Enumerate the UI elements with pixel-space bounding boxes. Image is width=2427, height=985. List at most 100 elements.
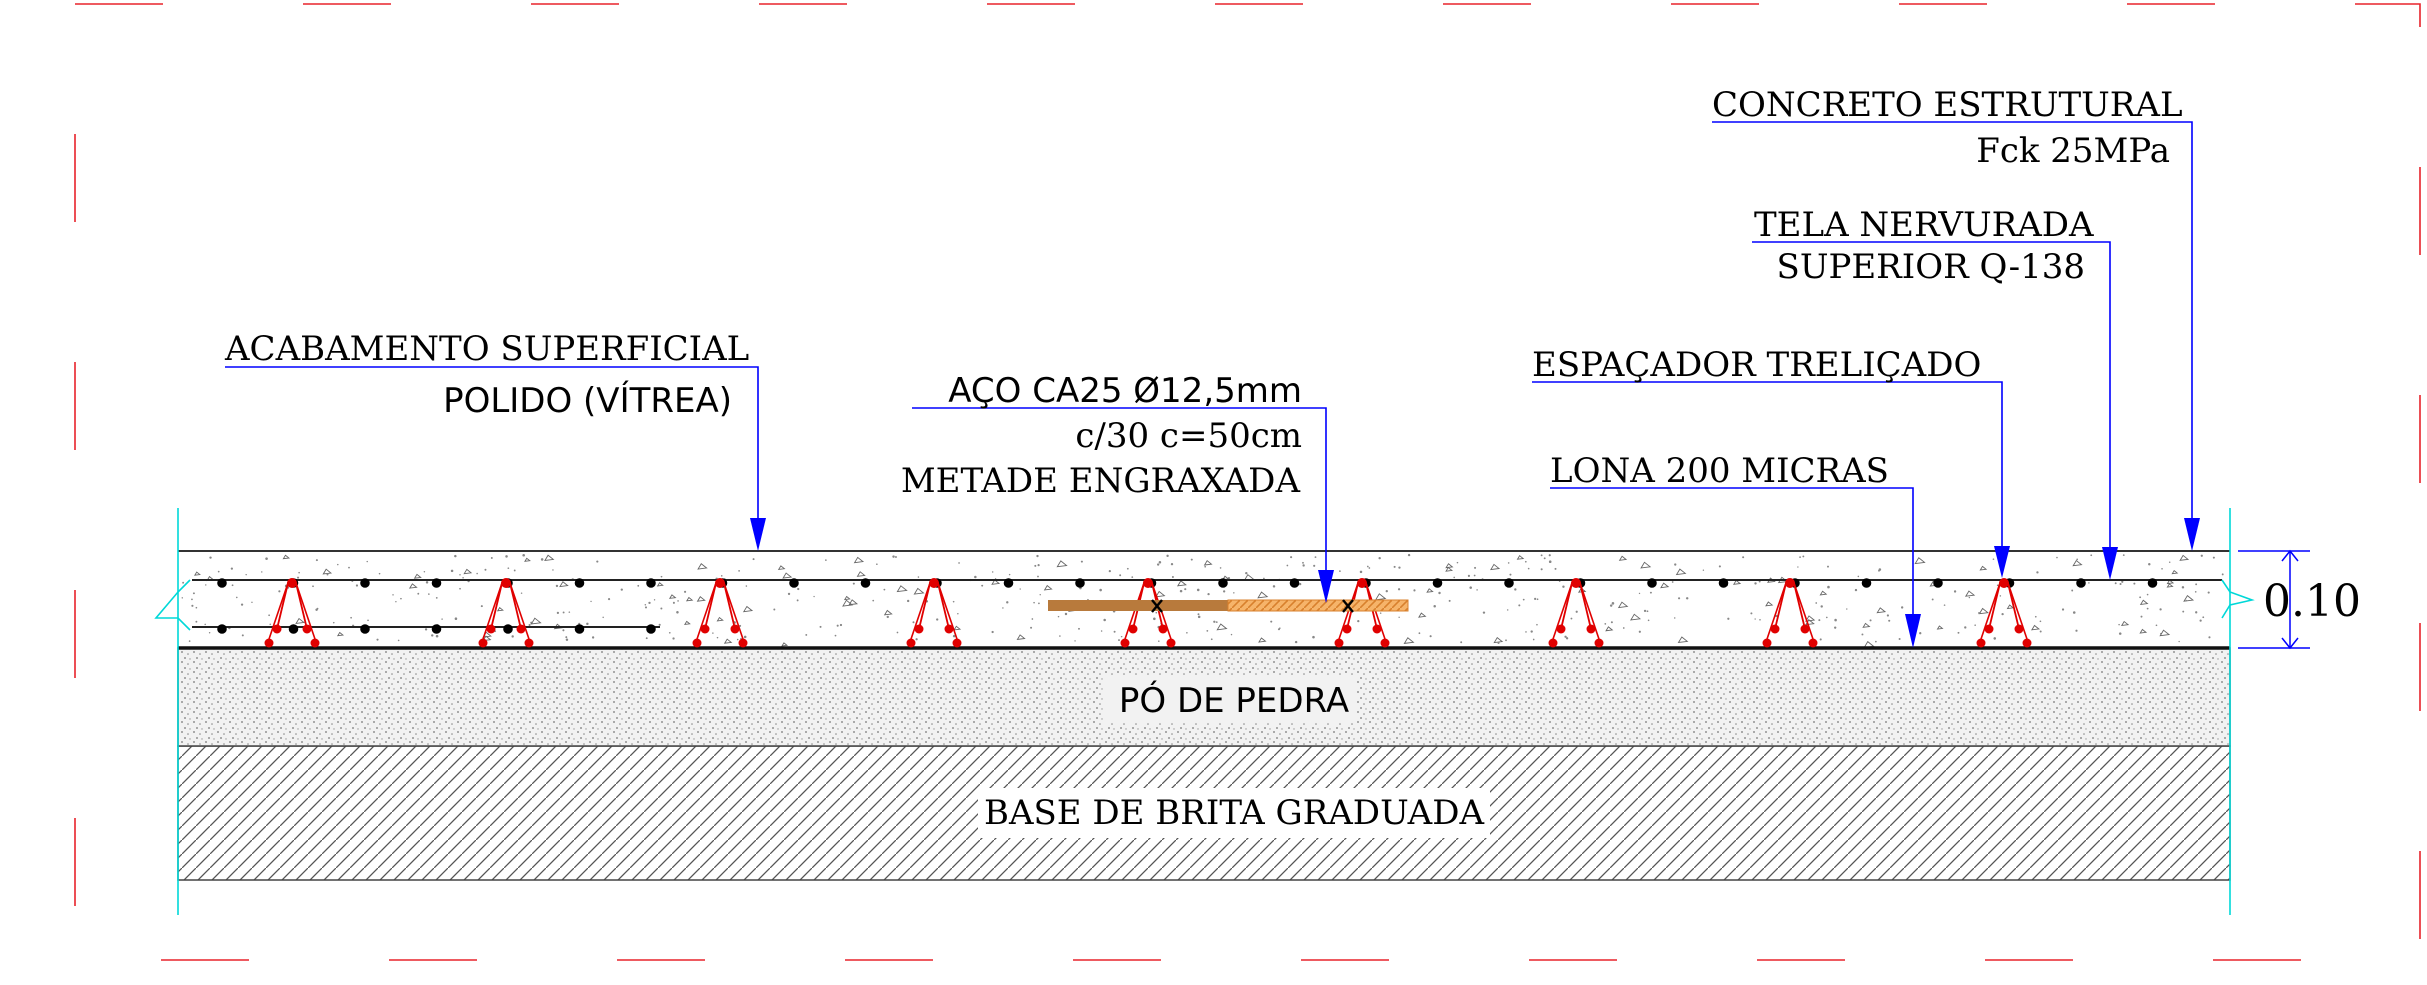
aggregate-speck (1957, 631, 1960, 634)
aggregate-speck (1158, 561, 1162, 564)
aggregate-speck (1611, 602, 1615, 605)
aggregate-speck (716, 636, 719, 639)
aggregate-speck (668, 594, 677, 599)
aggregate-speck (991, 571, 994, 573)
aggregate-speck (981, 584, 984, 587)
aggregate-speck (1525, 631, 1527, 633)
aggregate-speck (2139, 599, 2149, 605)
aggregate-speck (2146, 607, 2149, 610)
aggregate-speck (1834, 618, 1837, 622)
aggregate-speck (883, 588, 886, 591)
aggregate-speck (552, 569, 554, 571)
aggregate-speck (957, 613, 959, 615)
aggregate-speck (1339, 570, 1341, 572)
aggregate-speck (1179, 589, 1183, 593)
aggregate-speck (1509, 573, 1512, 576)
aggregate-speck (1575, 610, 1578, 613)
aggregate-speck (269, 623, 272, 626)
aggregate-speck (836, 624, 839, 627)
aggregate-speck (1429, 635, 1432, 638)
aggregate-speck (2166, 579, 2175, 585)
aggregate-speck (1448, 599, 1451, 602)
aggregate-speck (1827, 565, 1829, 568)
aggregate-speck (668, 631, 671, 634)
aggregate-speck (991, 579, 1001, 585)
aggregate-speck (1564, 635, 1567, 638)
aggregate-speck (2139, 628, 2148, 634)
aggregate-speck (355, 584, 359, 587)
po-label-bg (1105, 675, 1355, 723)
aggregate-speck (2121, 580, 2124, 583)
leader-arrowheads (750, 518, 2200, 648)
aggregate-speck (1775, 614, 1778, 618)
aggregate-speck (1953, 590, 1957, 593)
aggregate-speck (1674, 617, 1676, 619)
aggregate-speck (315, 608, 318, 612)
aggregate-speck (1562, 585, 1565, 588)
upper-bar-dot (574, 578, 585, 588)
aggregate-speck (1197, 615, 1201, 619)
aggregate-speck (1685, 597, 1689, 600)
aggregate-speck (2166, 583, 2174, 588)
aggregate-speck (1765, 601, 1774, 607)
aggregate-speck (450, 569, 454, 573)
aggregate-speck (1718, 565, 1721, 568)
aggregate-speck (896, 631, 899, 634)
aggregate-speck (1931, 598, 1934, 601)
truss-spacer (906, 578, 962, 648)
aggregate-speck (644, 603, 647, 606)
aggregate-speck (876, 563, 878, 566)
aggregate-speck (852, 582, 855, 585)
aggregate-speck (480, 605, 483, 608)
aggregate-speck (1153, 617, 1156, 621)
aggregate-speck (348, 566, 350, 569)
aggregate-speck (843, 595, 851, 601)
aggregate-speck (235, 596, 238, 599)
aggregate-speck (712, 632, 714, 634)
aggregate-speck (2114, 582, 2117, 585)
aggregate-speck (1818, 619, 1821, 622)
aggregate-speck (1742, 556, 1745, 559)
aggregate-speck (1532, 638, 1535, 641)
aggregate-speck (2075, 629, 2078, 632)
aggregate-speck (782, 572, 793, 579)
aggregate-speck (1277, 628, 1281, 631)
dowel-greased-half (1227, 599, 1409, 612)
aggregate-speck (1257, 591, 1269, 599)
aggregate-speck (1857, 575, 1860, 578)
aggregate-speck (1456, 561, 1459, 564)
aggregate-speck (1016, 634, 1026, 640)
aggregate-speck (378, 572, 381, 575)
aggregate-speck (787, 592, 791, 596)
aggregate-speck (1294, 640, 1298, 644)
aggregate-speck (1158, 640, 1160, 642)
aggregate-speck (853, 556, 865, 564)
aggregate-speck (1609, 604, 1613, 607)
aco-label-line1: AÇO CA25 Ø12,5mm (948, 371, 1302, 411)
aggregate-speck (423, 570, 426, 573)
aggregate-speck (204, 623, 206, 626)
dowel-bar (1048, 599, 1409, 613)
aggregate-speck (1919, 632, 1922, 635)
aggregate-speck (1438, 591, 1441, 595)
aggregate-speck (1203, 560, 1213, 566)
aggregate-speck (607, 598, 611, 601)
aggregate-speck (677, 600, 679, 602)
aggregate-speck (1155, 611, 1158, 614)
aggregate-speck (562, 629, 565, 632)
aggregate-speck (1204, 565, 1207, 568)
aggregate-speck (752, 558, 755, 561)
aggregate-speck (195, 606, 198, 609)
aggregate-speck (1936, 625, 1944, 630)
aggregate-speck (245, 573, 247, 576)
aggregate-speck (205, 584, 207, 586)
aco-label-line3: METADE ENGRAXADA (901, 461, 1301, 501)
aggregate-speck (1802, 555, 1805, 558)
aggregate-speck (2199, 619, 2202, 622)
aggregate-speck (1522, 598, 1525, 601)
aggregate-speck (2161, 567, 2163, 570)
aggregate-speck (2036, 571, 2039, 574)
aggregate-speck (1638, 630, 1641, 633)
aggregate-speck (1834, 626, 1837, 629)
aggregate-speck (1230, 633, 1233, 636)
